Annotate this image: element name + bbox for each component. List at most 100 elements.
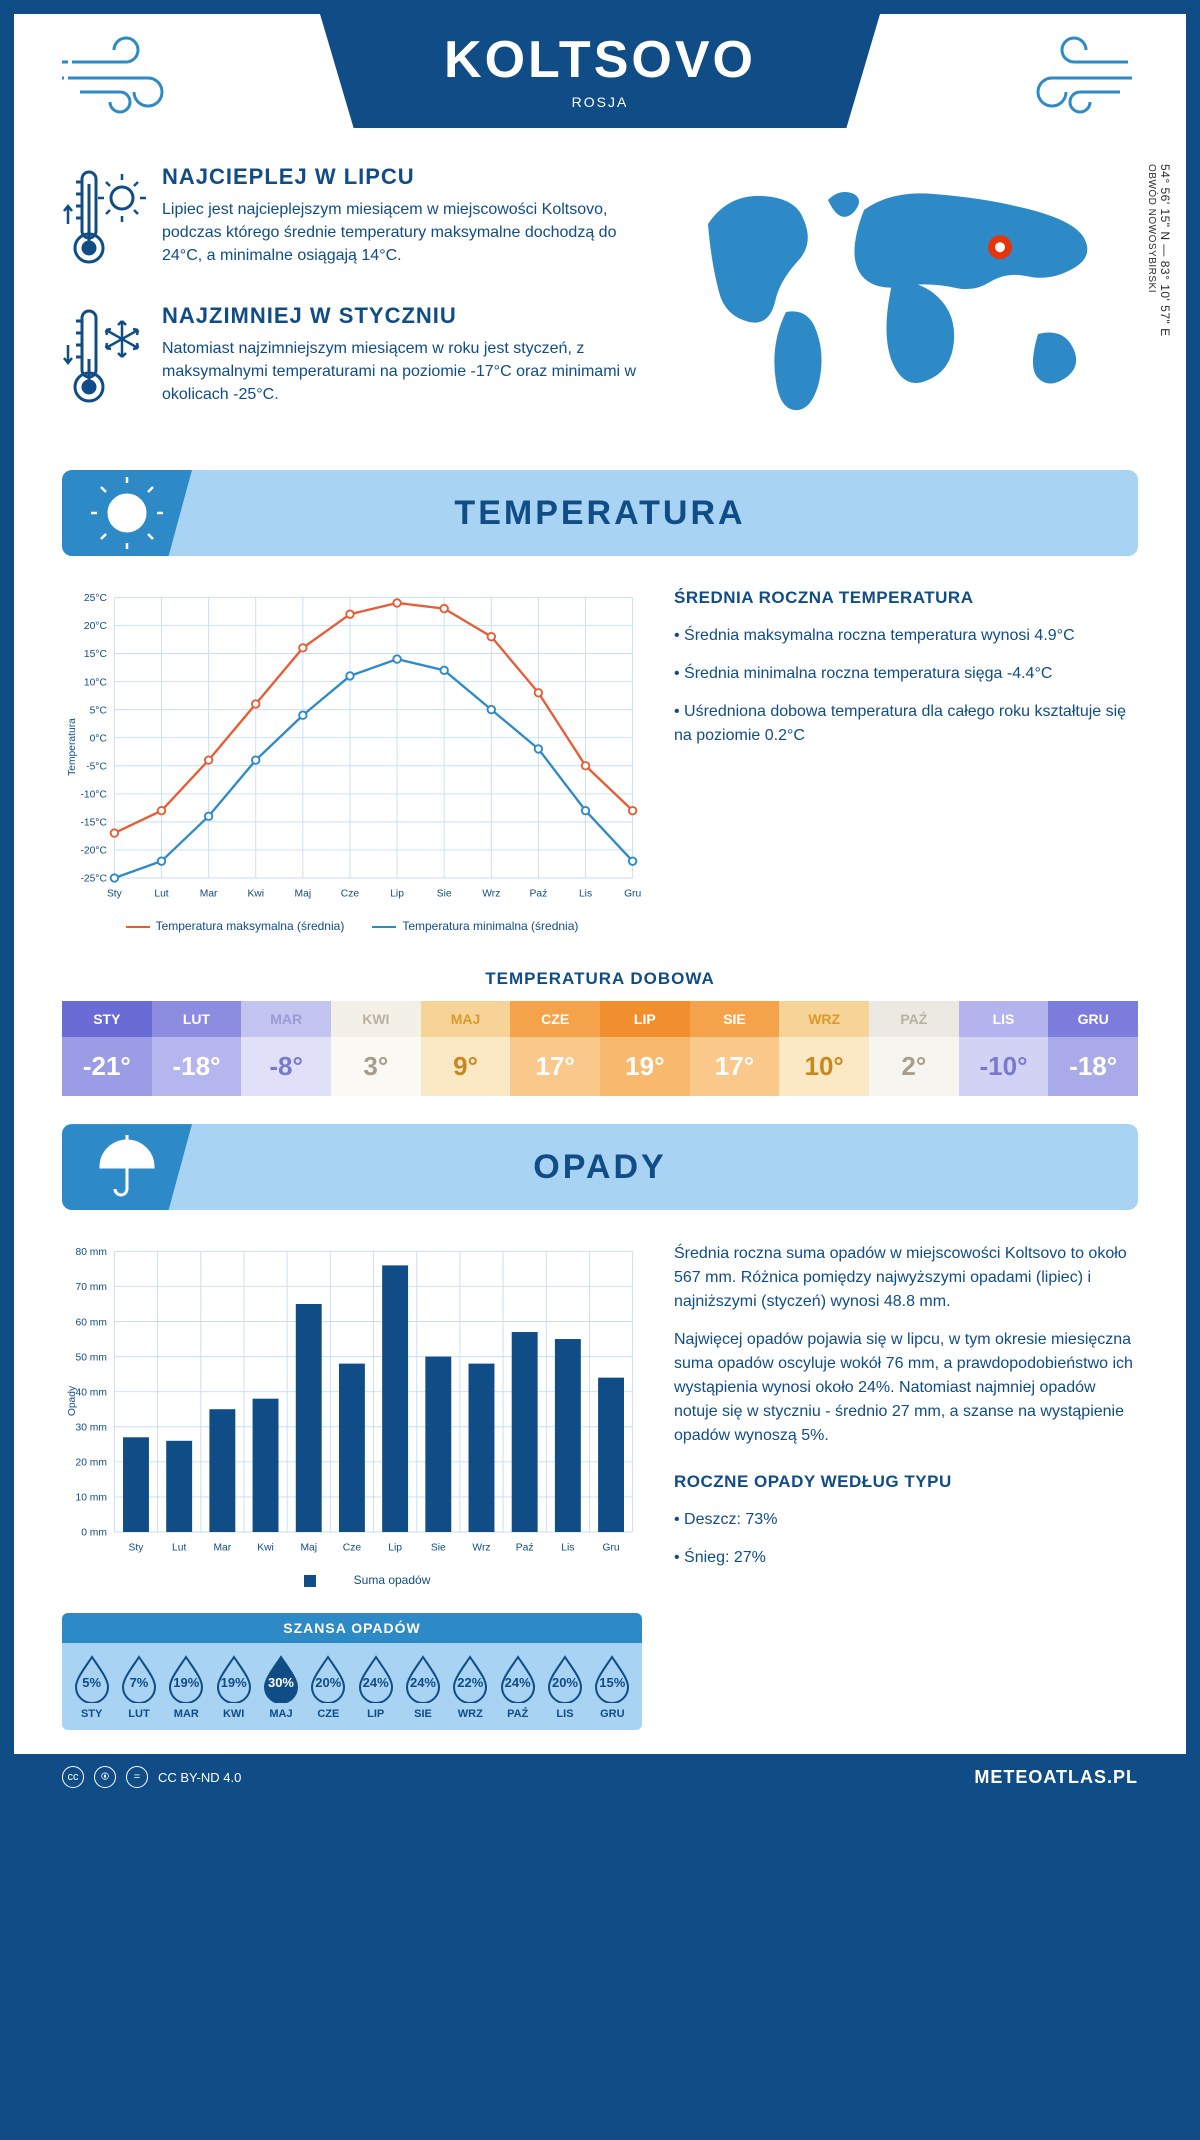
rain-t2: • Śnieg: 27% [674,1546,1138,1570]
fact-cold: NAJZIMNIEJ W STYCZNIU Natomiast najzimni… [62,303,648,418]
city-title: KOLTSOVO [400,30,800,90]
chance-drop: 19%MAR [163,1653,210,1720]
svg-text:70 mm: 70 mm [75,1282,106,1293]
country-subtitle: ROSJA [400,94,800,110]
chance-drop: 24%SIE [399,1653,446,1720]
sun-icon [62,470,192,556]
svg-text:10 mm: 10 mm [75,1493,106,1504]
chance-drop: 7%LUT [115,1653,162,1720]
fact-cold-title: NAJZIMNIEJ W STYCZNIU [162,303,648,329]
daily-cell: KWI3° [331,1001,421,1096]
temp-side-b3: • Uśredniona dobowa temperatura dla całe… [674,700,1138,748]
chance-drop: 5%STY [68,1653,115,1720]
legend-rain: Suma opadów [274,1573,431,1587]
chance-row: 5%STY7%LUT19%MAR19%KWI30%MAJ20%CZE24%LIP… [62,1643,642,1720]
chance-drop: 24%PAŹ [494,1653,541,1720]
daily-cell: MAJ9° [421,1001,511,1096]
svg-text:Wrz: Wrz [482,889,500,900]
wind-icon [62,34,182,119]
fact-warm: NAJCIEPLEJ W LIPCU Lipiec jest najcieple… [62,164,648,279]
fact-warm-body: NAJCIEPLEJ W LIPCU Lipiec jest najcieple… [162,164,648,279]
svg-text:Kwi: Kwi [257,1543,274,1554]
svg-text:Sie: Sie [437,889,452,900]
world-map: 54° 56' 15" N — 83° 10' 57" E OBWÓD NOWO… [678,164,1138,442]
svg-text:-5°C: -5°C [86,761,107,772]
svg-text:20 mm: 20 mm [75,1458,106,1469]
svg-text:50 mm: 50 mm [75,1352,106,1363]
rain-legend: Suma opadów [62,1573,642,1587]
svg-text:Temperatura: Temperatura [67,718,78,776]
umbrella-icon [62,1124,192,1210]
chance-drop: 22%WRZ [447,1653,494,1720]
svg-text:-20°C: -20°C [80,846,107,857]
chance-drop: 30%MAJ [257,1653,304,1720]
thermometer-sun-icon [62,164,146,279]
temp-row: -25°C-20°C-15°C-10°C-5°C0°C5°C10°C15°C20… [62,588,1138,933]
svg-text:Lip: Lip [388,1543,402,1554]
rain-side: Średnia roczna suma opadów w miejscowośc… [674,1242,1138,1730]
license-text: CC BY-ND 4.0 [158,1770,241,1785]
svg-text:10°C: 10°C [84,677,108,688]
chance-panel: SZANSA OPADÓW 5%STY7%LUT19%MAR19%KWI30%M… [62,1613,642,1730]
svg-text:Gru: Gru [602,1543,619,1554]
daily-cell: STY-21° [62,1001,152,1096]
svg-text:Sty: Sty [129,1543,145,1554]
svg-text:5°C: 5°C [90,705,108,716]
svg-text:Lis: Lis [579,889,592,900]
chance-drop: 20%LIS [541,1653,588,1720]
coords-label: 54° 56' 15" N — 83° 10' 57" E OBWÓD NOWO… [1144,164,1172,337]
svg-text:Lis: Lis [561,1543,574,1554]
svg-text:Lut: Lut [154,889,168,900]
svg-text:Kwi: Kwi [247,889,264,900]
daily-cell: GRU-18° [1048,1001,1138,1096]
footer-license: cc 🅯 = CC BY-ND 4.0 [62,1766,241,1788]
svg-text:Maj: Maj [295,889,312,900]
daily-cell: MAR-8° [241,1001,331,1096]
chance-drop: 19%KWI [210,1653,257,1720]
fact-warm-text: Lipiec jest najcieplejszym miesiącem w m… [162,198,648,268]
svg-text:Cze: Cze [343,1543,362,1554]
rain-type-title: ROCZNE OPADY WEDŁUG TYPU [674,1472,1138,1492]
daily-grid: STY-21°LUT-18°MAR-8°KWI3°MAJ9°CZE17°LIP1… [62,1001,1138,1096]
daily-title: TEMPERATURA DOBOWA [62,969,1138,989]
temp-side: ŚREDNIA ROCZNA TEMPERATURA • Średnia mak… [674,588,1138,933]
section-banner-temperature: TEMPERATURA [62,470,1138,556]
temp-side-title: ŚREDNIA ROCZNA TEMPERATURA [674,588,1138,608]
svg-text:Maj: Maj [300,1543,317,1554]
svg-text:Mar: Mar [200,889,218,900]
svg-text:Paź: Paź [516,1543,534,1554]
section-title-rain: OPADY [192,1148,1138,1187]
intro-facts: NAJCIEPLEJ W LIPCU Lipiec jest najcieple… [62,164,648,442]
svg-text:60 mm: 60 mm [75,1317,106,1328]
temp-legend: Temperatura maksymalna (średnia) Tempera… [62,919,642,933]
svg-text:Sty: Sty [107,889,123,900]
chance-title: SZANSA OPADÓW [62,1613,642,1643]
fact-warm-title: NAJCIEPLEJ W LIPCU [162,164,648,190]
daily-cell: PAŹ2° [869,1001,959,1096]
title-block: KOLTSOVO ROSJA [320,14,880,128]
footer: cc 🅯 = CC BY-ND 4.0 METEOATLAS.PL [14,1754,1186,1800]
svg-text:Lip: Lip [390,889,404,900]
temp-side-b2: • Średnia minimalna roczna temperatura s… [674,662,1138,686]
intro-row: NAJCIEPLEJ W LIPCU Lipiec jest najcieple… [62,164,1138,442]
svg-text:40 mm: 40 mm [75,1387,106,1398]
daily-cell: LIP19° [600,1001,690,1096]
rain-t1: • Deszcz: 73% [674,1508,1138,1532]
svg-text:20°C: 20°C [84,621,108,632]
coords-region: OBWÓD NOWOSYBIRSKI [1146,164,1157,293]
page: KOLTSOVO ROSJA [0,0,1200,1814]
chance-drop: 20%CZE [305,1653,352,1720]
svg-text:-10°C: -10°C [80,790,107,801]
thermometer-snow-icon [62,303,146,418]
svg-text:80 mm: 80 mm [75,1247,106,1258]
section-title-temperature: TEMPERATURA [192,494,1138,533]
legend-min: Temperatura minimalna (średnia) [372,919,578,933]
daily-cell: LUT-18° [152,1001,242,1096]
daily-cell: WRZ10° [779,1001,869,1096]
svg-text:Sie: Sie [431,1543,446,1554]
svg-text:0°C: 0°C [90,733,108,744]
svg-text:Gru: Gru [624,889,641,900]
svg-text:30 mm: 30 mm [75,1423,106,1434]
header: KOLTSOVO ROSJA [62,14,1138,144]
fact-cold-text: Natomiast najzimniejszym miesiącem w rok… [162,337,648,407]
